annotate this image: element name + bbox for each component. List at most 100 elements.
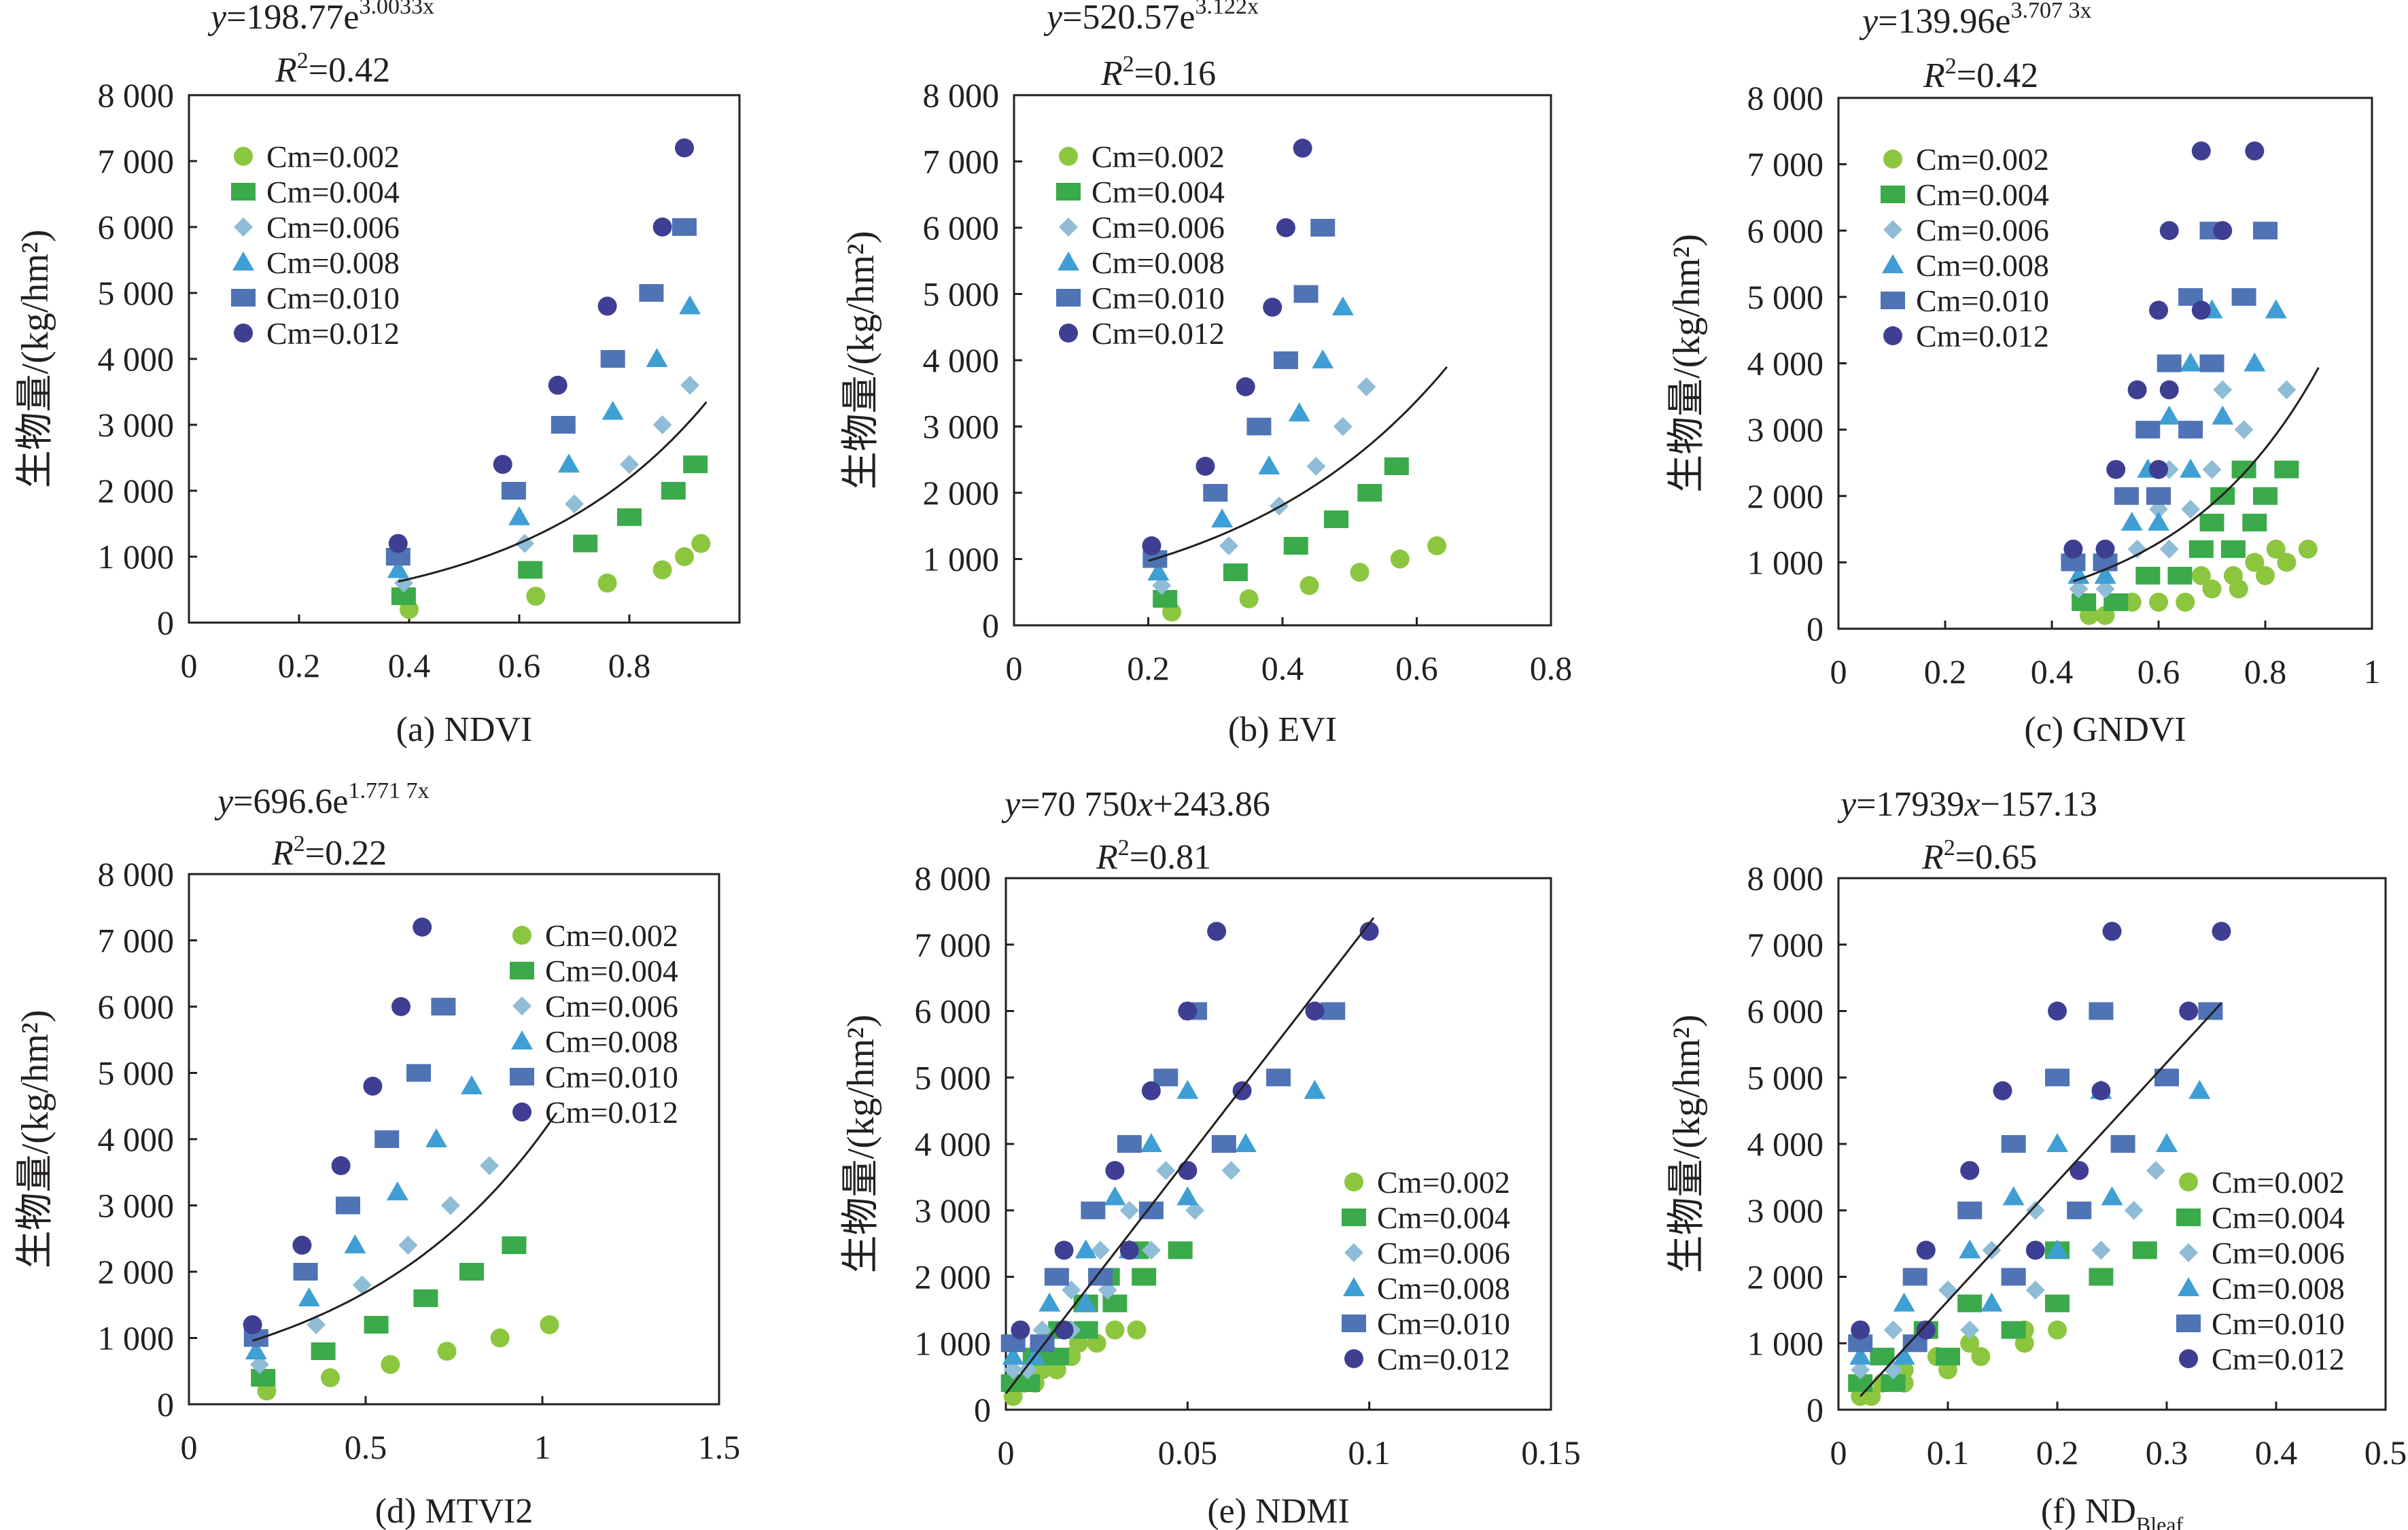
legend-label: Cm=0.002 xyxy=(2212,1165,2345,1200)
y-tick-label: 2 000 xyxy=(98,472,175,510)
data-point xyxy=(2220,540,2246,558)
chart-panel-f: 0 1 000 2 000 3 000 4 000 5 000 6 000 7 000 8 00… xyxy=(1666,785,2407,1530)
legend-label: Cm=0.008 xyxy=(1916,248,2049,283)
legend-marker xyxy=(231,183,256,201)
legend-label: Cm=0.010 xyxy=(1377,1306,1510,1341)
data-point xyxy=(2146,487,2171,505)
legend-label: Cm=0.008 xyxy=(2212,1271,2345,1306)
x-tick-label: 0.6 xyxy=(2137,653,2180,691)
y-axis-label: 生物量/(kg/hm²) xyxy=(14,230,56,489)
y-tick-label: 6 000 xyxy=(923,209,1000,247)
legend-label: Cm=0.012 xyxy=(1377,1342,1510,1376)
data-point xyxy=(2046,1133,2068,1152)
data-point xyxy=(1168,1241,1193,1259)
x-tick-label: 1 xyxy=(534,1428,551,1466)
chart-panel-d: 0 1 000 2 000 3 000 4 000 5 000 6 000 7 000 8 00… xyxy=(14,778,740,1530)
data-point xyxy=(1003,1360,1023,1380)
data-point xyxy=(1236,377,1255,396)
data-point xyxy=(1178,1001,1198,1021)
data-point xyxy=(2179,1001,2199,1021)
data-point xyxy=(374,1130,400,1148)
data-point xyxy=(1223,563,1248,581)
data-point xyxy=(1054,1320,1074,1340)
fit-line xyxy=(1860,1002,2222,1397)
y-tick-label: 8 000 xyxy=(923,76,1000,114)
series-Cm=0.006 xyxy=(2069,380,2297,599)
data-point xyxy=(2298,539,2318,559)
legend-marker xyxy=(1343,1277,1365,1296)
data-point xyxy=(2070,1161,2089,1181)
data-point xyxy=(2176,592,2195,612)
legend-label: Cm=0.010 xyxy=(1916,283,2049,318)
data-point xyxy=(1239,589,1259,608)
data-point xyxy=(413,918,432,937)
data-point xyxy=(1234,1133,1257,1152)
data-point xyxy=(413,1289,438,1307)
y-tick-label: 5 000 xyxy=(915,1058,992,1096)
data-point xyxy=(1211,1135,1236,1153)
data-point xyxy=(321,1368,340,1387)
data-point xyxy=(1221,1161,1241,1181)
data-point xyxy=(652,415,672,434)
data-point xyxy=(2048,1320,2067,1340)
legend-label: Cm=0.012 xyxy=(1092,316,1225,351)
y-tick-label: 5 000 xyxy=(1747,278,1824,316)
fit-line xyxy=(1148,366,1448,562)
data-point xyxy=(2102,922,2122,941)
legend-marker xyxy=(510,962,534,979)
fit-line xyxy=(252,1112,558,1342)
y-axis-label: 生物量/(kg/hm²) xyxy=(1666,1015,1708,1274)
data-point xyxy=(2094,564,2116,584)
y-tick-label: 1 000 xyxy=(915,1324,992,1362)
y-tick-label: 1 000 xyxy=(98,1319,175,1357)
legend-marker xyxy=(1881,292,1905,309)
data-point xyxy=(601,400,624,420)
data-point xyxy=(1054,1240,1074,1260)
series-Cm=0.006 xyxy=(250,1156,499,1374)
data-point xyxy=(1185,1200,1205,1220)
legend-marker xyxy=(2178,1277,2199,1296)
data-point xyxy=(1258,455,1280,474)
data-point xyxy=(1117,1135,1142,1153)
x-tick-label: 1 xyxy=(2364,653,2381,691)
fit-line xyxy=(1005,917,1375,1395)
y-tick-label: 1 000 xyxy=(98,538,175,576)
data-point xyxy=(1142,536,1162,555)
x-tick-label: 0.2 xyxy=(278,646,321,684)
data-point xyxy=(2104,593,2129,611)
data-point xyxy=(1176,1079,1199,1099)
data-point xyxy=(2046,1239,2068,1259)
data-point xyxy=(2253,222,2278,240)
data-point xyxy=(425,1128,447,1147)
fit-equation: y=70 750x+243.86 xyxy=(1001,785,1270,824)
legend-label: Cm=0.006 xyxy=(266,210,400,245)
legend-marker xyxy=(1344,1243,1363,1262)
y-tick-label: 2 000 xyxy=(1747,477,1824,515)
data-point xyxy=(1276,218,1295,237)
data-point xyxy=(2159,221,2179,241)
y-tick-label: 7 000 xyxy=(1747,926,1824,964)
y-tick-label: 6 000 xyxy=(1747,211,1824,249)
data-point xyxy=(490,1328,510,1348)
legend-label: Cm=0.010 xyxy=(545,1060,678,1094)
data-point xyxy=(1246,417,1272,436)
data-point xyxy=(639,284,664,302)
data-point xyxy=(2045,1068,2070,1087)
data-point xyxy=(600,350,625,368)
legend-label: Cm=0.004 xyxy=(545,954,678,988)
data-point xyxy=(2256,566,2275,585)
data-point xyxy=(2191,141,2211,161)
data-point xyxy=(2001,1321,2026,1339)
legend-label: Cm=0.002 xyxy=(1916,142,2049,177)
data-point xyxy=(2110,1135,2135,1153)
data-point xyxy=(1938,1281,1957,1300)
data-point xyxy=(480,1156,499,1175)
data-point xyxy=(661,482,686,500)
data-point xyxy=(336,1196,360,1215)
x-tick-label: 0.15 xyxy=(1521,1433,1581,1472)
data-point xyxy=(2149,459,2168,479)
x-tick-label: 0.5 xyxy=(2365,1433,2407,1472)
x-tick-label: 0 xyxy=(1006,649,1023,687)
data-point xyxy=(2265,299,2287,319)
